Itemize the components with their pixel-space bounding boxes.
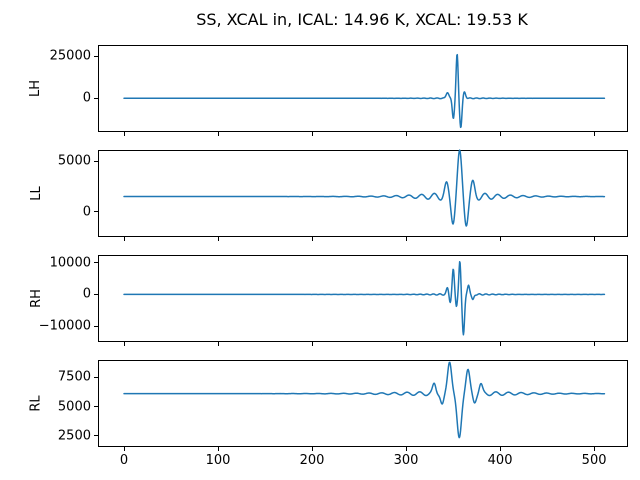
y-tick-mark bbox=[94, 55, 98, 57]
x-tick-label: 400 bbox=[487, 453, 513, 468]
x-tick-mark bbox=[312, 342, 314, 346]
x-tick-mark bbox=[312, 447, 314, 451]
x-tick-mark bbox=[218, 132, 220, 136]
x-tick-mark bbox=[312, 237, 314, 241]
y-tick-label: 0 bbox=[82, 204, 91, 220]
subplot-RH: −10000 0 10000 RH bbox=[29, 255, 628, 346]
y-axis-label-text: RL bbox=[28, 395, 44, 412]
y-tick-label: 0 bbox=[82, 286, 91, 302]
x-tick-mark bbox=[218, 342, 220, 346]
subplot-LL: 0 5000 LL bbox=[29, 149, 628, 241]
y-tick-mark bbox=[94, 435, 98, 437]
y-axis-label-text: LH bbox=[28, 79, 44, 98]
x-tick-mark bbox=[406, 342, 408, 346]
y-tick-mark bbox=[94, 97, 98, 99]
y-tick-mark bbox=[94, 211, 98, 213]
x-tick-mark bbox=[500, 342, 502, 346]
y-tick-label: 10000 bbox=[49, 255, 91, 271]
x-tick-mark bbox=[312, 132, 314, 136]
y-tick-label: 5000 bbox=[57, 153, 91, 169]
x-tick-mark bbox=[594, 237, 596, 241]
x-tick-mark bbox=[218, 447, 220, 451]
x-tick-mark bbox=[406, 132, 408, 136]
y-axis-label-text: LL bbox=[28, 186, 44, 201]
x-tick-mark bbox=[594, 447, 596, 451]
series-line-RL bbox=[123, 361, 606, 439]
y-axis-label-LL: LL bbox=[25, 151, 47, 236]
y-tick-mark bbox=[94, 325, 98, 327]
y-axis-label-RH: RH bbox=[25, 256, 47, 341]
y-axis-label-text: RH bbox=[28, 289, 44, 308]
x-tick-mark bbox=[406, 237, 408, 241]
x-tick-mark bbox=[500, 237, 502, 241]
x-tick-mark bbox=[124, 237, 125, 241]
y-axis-label-LH: LH bbox=[25, 46, 47, 131]
x-tick-mark bbox=[594, 132, 596, 136]
x-tick-mark bbox=[594, 342, 596, 346]
x-tick-mark bbox=[124, 132, 125, 136]
x-tick-label: 200 bbox=[299, 453, 325, 468]
x-tick-mark bbox=[500, 132, 502, 136]
y-tick-mark bbox=[94, 293, 98, 295]
y-tick-label: 7500 bbox=[57, 369, 91, 385]
subplot-RL: 2500 5000 7500 0 100 200 300 400 500 RL bbox=[29, 360, 628, 468]
subplot-LH: 0 25000 LH bbox=[29, 45, 628, 136]
y-tick-mark bbox=[94, 406, 98, 408]
y-axis-label-RL: RL bbox=[25, 361, 47, 446]
x-tick-mark bbox=[218, 237, 220, 241]
series-line-LL bbox=[123, 149, 606, 227]
x-tick-mark bbox=[500, 447, 502, 451]
chart-title: SS, XCAL in, ICAL: 14.96 K, XCAL: 19.53 … bbox=[196, 10, 528, 29]
y-tick-label: 0 bbox=[82, 90, 91, 106]
y-tick-mark bbox=[94, 262, 98, 264]
x-tick-label: 500 bbox=[581, 453, 607, 468]
x-tick-label: 0 bbox=[119, 453, 129, 468]
y-tick-label: 5000 bbox=[57, 399, 91, 415]
series-line-LH bbox=[123, 53, 606, 129]
y-tick-label: −10000 bbox=[38, 318, 91, 334]
x-tick-mark bbox=[124, 447, 125, 451]
x-tick-mark bbox=[124, 342, 125, 346]
y-tick-mark bbox=[94, 160, 98, 162]
y-tick-label: 2500 bbox=[57, 428, 91, 444]
y-tick-mark bbox=[94, 376, 98, 378]
x-tick-label: 100 bbox=[205, 453, 231, 468]
y-tick-label: 25000 bbox=[49, 48, 91, 64]
x-tick-label: 300 bbox=[393, 453, 419, 468]
x-tick-mark bbox=[406, 447, 408, 451]
series-line-RH bbox=[123, 261, 606, 336]
